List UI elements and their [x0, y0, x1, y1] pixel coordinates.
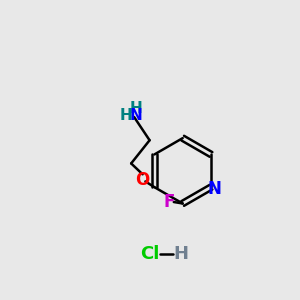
Text: F: F	[164, 193, 175, 211]
Text: H: H	[174, 245, 189, 263]
Text: N: N	[129, 108, 142, 123]
Text: O: O	[136, 171, 150, 189]
Text: H: H	[129, 101, 142, 116]
Text: Cl: Cl	[140, 245, 160, 263]
Text: H: H	[119, 108, 132, 123]
Text: N: N	[208, 180, 221, 198]
